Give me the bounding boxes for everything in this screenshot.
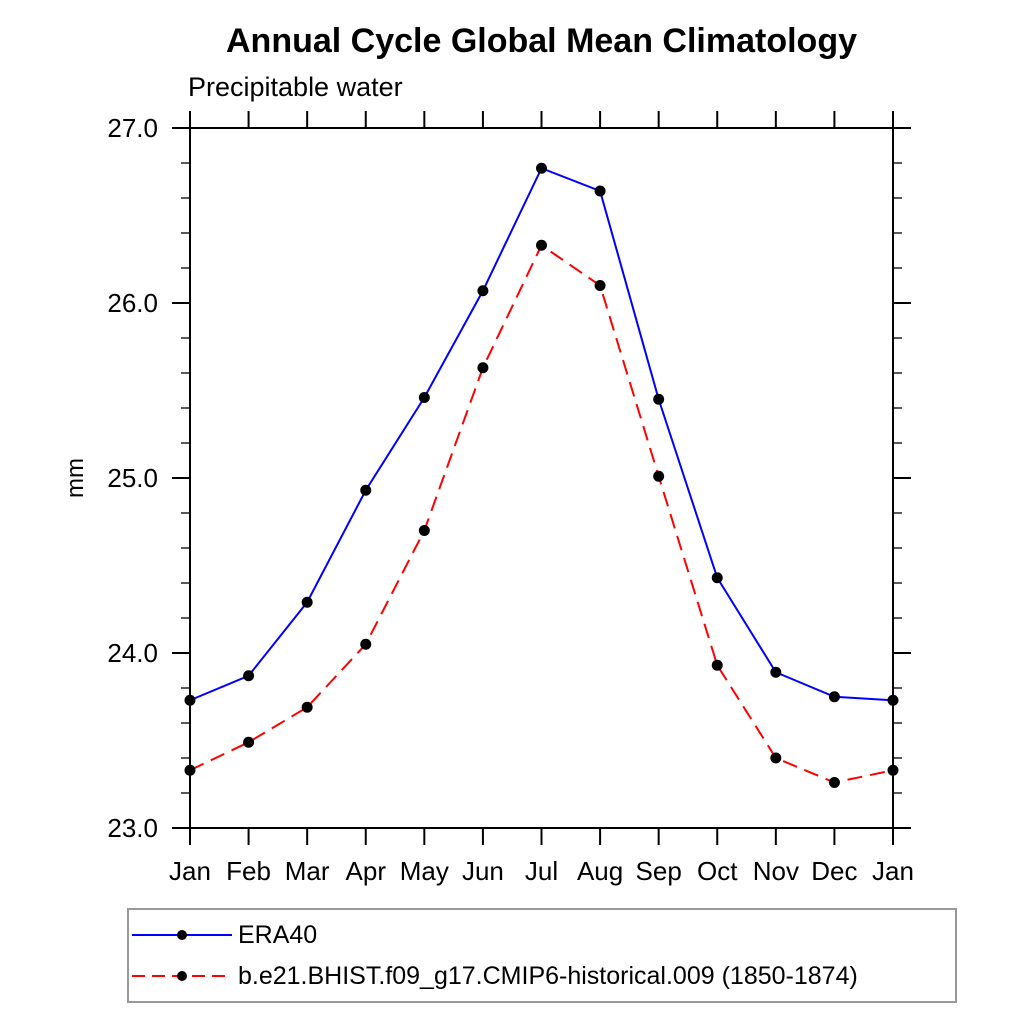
legend-marker-icon: [177, 971, 187, 981]
series-line-cmip6: [189, 243, 894, 784]
data-point-marker: [184, 764, 196, 776]
data-point-marker: [536, 162, 547, 174]
x-tick-label: Aug: [577, 856, 623, 886]
data-point-marker: [418, 392, 430, 403]
data-point-marker: [301, 596, 313, 608]
data-point-marker: [770, 752, 782, 764]
x-tick-label: May: [400, 856, 449, 886]
legend-label-era40: ERA40: [238, 920, 318, 949]
x-tick-label: Oct: [697, 856, 738, 886]
data-point-marker: [828, 777, 840, 788]
y-tick-label: 27.0: [107, 113, 158, 143]
y-tick-label: 24.0: [107, 638, 158, 668]
data-point-marker: [243, 736, 255, 748]
x-tick-label: Sep: [636, 856, 682, 886]
data-point-marker: [887, 764, 899, 776]
data-point-marker: [653, 393, 665, 405]
data-point-marker: [301, 701, 313, 713]
data-point-marker: [184, 694, 196, 706]
y-tick-label: 23.0: [107, 813, 158, 843]
y-tick-label: 26.0: [107, 288, 158, 318]
legend-line-sample-solid: [132, 930, 232, 940]
data-point-marker: [536, 239, 547, 251]
chart-title: Annual Cycle Global Mean Climatology: [226, 22, 857, 60]
data-point-marker: [360, 484, 372, 496]
x-tick-label: Apr: [346, 856, 387, 886]
plot-frame: [189, 127, 894, 829]
data-point-marker: [594, 280, 606, 291]
x-tick-label: Nov: [753, 856, 799, 886]
data-point-marker: [711, 572, 723, 584]
x-tick-label: Jul: [525, 856, 558, 886]
data-point-marker: [887, 694, 899, 706]
data-point-marker: [418, 525, 430, 536]
data-point-marker: [711, 659, 723, 671]
x-tick-label: Feb: [226, 856, 271, 886]
chart-subtitle: Precipitable water: [188, 72, 403, 102]
legend-line-sample-dashed: [132, 971, 232, 981]
data-point-marker: [360, 638, 372, 650]
data-point-marker: [243, 670, 255, 682]
x-tick-label: Dec: [811, 856, 857, 886]
legend-marker-icon: [177, 930, 187, 940]
x-tick-label: Jun: [462, 856, 504, 886]
legend-box: ERA40 b.e21.BHIST.f09_g17.CMIP6-historic…: [127, 908, 957, 1003]
data-point-marker: [770, 666, 782, 678]
data-point-marker: [477, 362, 489, 374]
legend-label-cmip6: b.e21.BHIST.f09_g17.CMIP6-historical.009…: [238, 961, 858, 990]
data-point-marker: [477, 285, 489, 297]
y-tick-label: 25.0: [107, 463, 158, 493]
x-tick-label: Mar: [285, 856, 330, 886]
x-tick-label: Jan: [169, 856, 211, 886]
data-point-marker: [594, 185, 606, 197]
legend-item-cmip6: b.e21.BHIST.f09_g17.CMIP6-historical.009…: [129, 956, 955, 997]
x-tick-label: Jan: [872, 856, 914, 886]
legend-item-era40: ERA40: [129, 915, 955, 956]
data-point-marker: [653, 470, 665, 482]
data-point-marker: [828, 691, 840, 703]
